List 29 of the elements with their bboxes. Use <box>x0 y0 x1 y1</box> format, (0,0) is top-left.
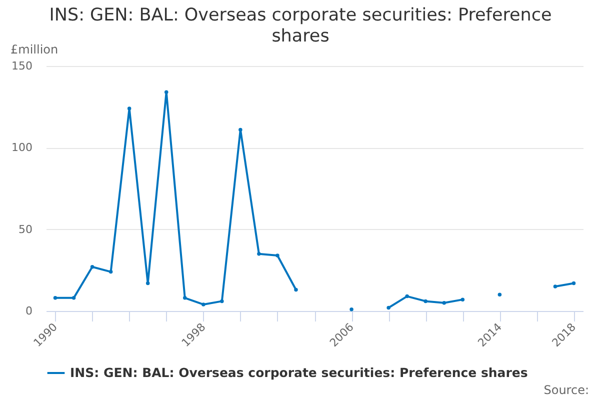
point <box>183 296 187 300</box>
point <box>220 299 224 304</box>
point <box>350 308 354 312</box>
point <box>164 90 168 94</box>
point <box>442 300 446 305</box>
point <box>257 252 261 256</box>
y-tick-label: 150 <box>12 60 32 72</box>
point <box>424 299 428 304</box>
point <box>498 292 502 297</box>
point <box>127 106 132 110</box>
point <box>90 265 94 269</box>
point <box>146 281 150 286</box>
point <box>108 270 113 274</box>
point <box>386 306 390 310</box>
point <box>72 296 76 300</box>
point <box>53 296 58 300</box>
point <box>460 298 465 302</box>
point <box>202 302 206 306</box>
legend-label: INS: GEN: BAL: Overseas corporate securities: Preference shares <box>70 365 528 380</box>
point <box>405 294 409 298</box>
point <box>276 254 280 258</box>
y-tick-label: 0 <box>26 304 32 318</box>
point <box>294 288 298 292</box>
y-tick-label: 50 <box>18 222 32 236</box>
y-tick-label: 100 <box>12 141 32 154</box>
point <box>238 128 242 132</box>
point <box>553 284 558 288</box>
source-note: Source: <box>544 383 589 397</box>
point <box>572 281 576 286</box>
